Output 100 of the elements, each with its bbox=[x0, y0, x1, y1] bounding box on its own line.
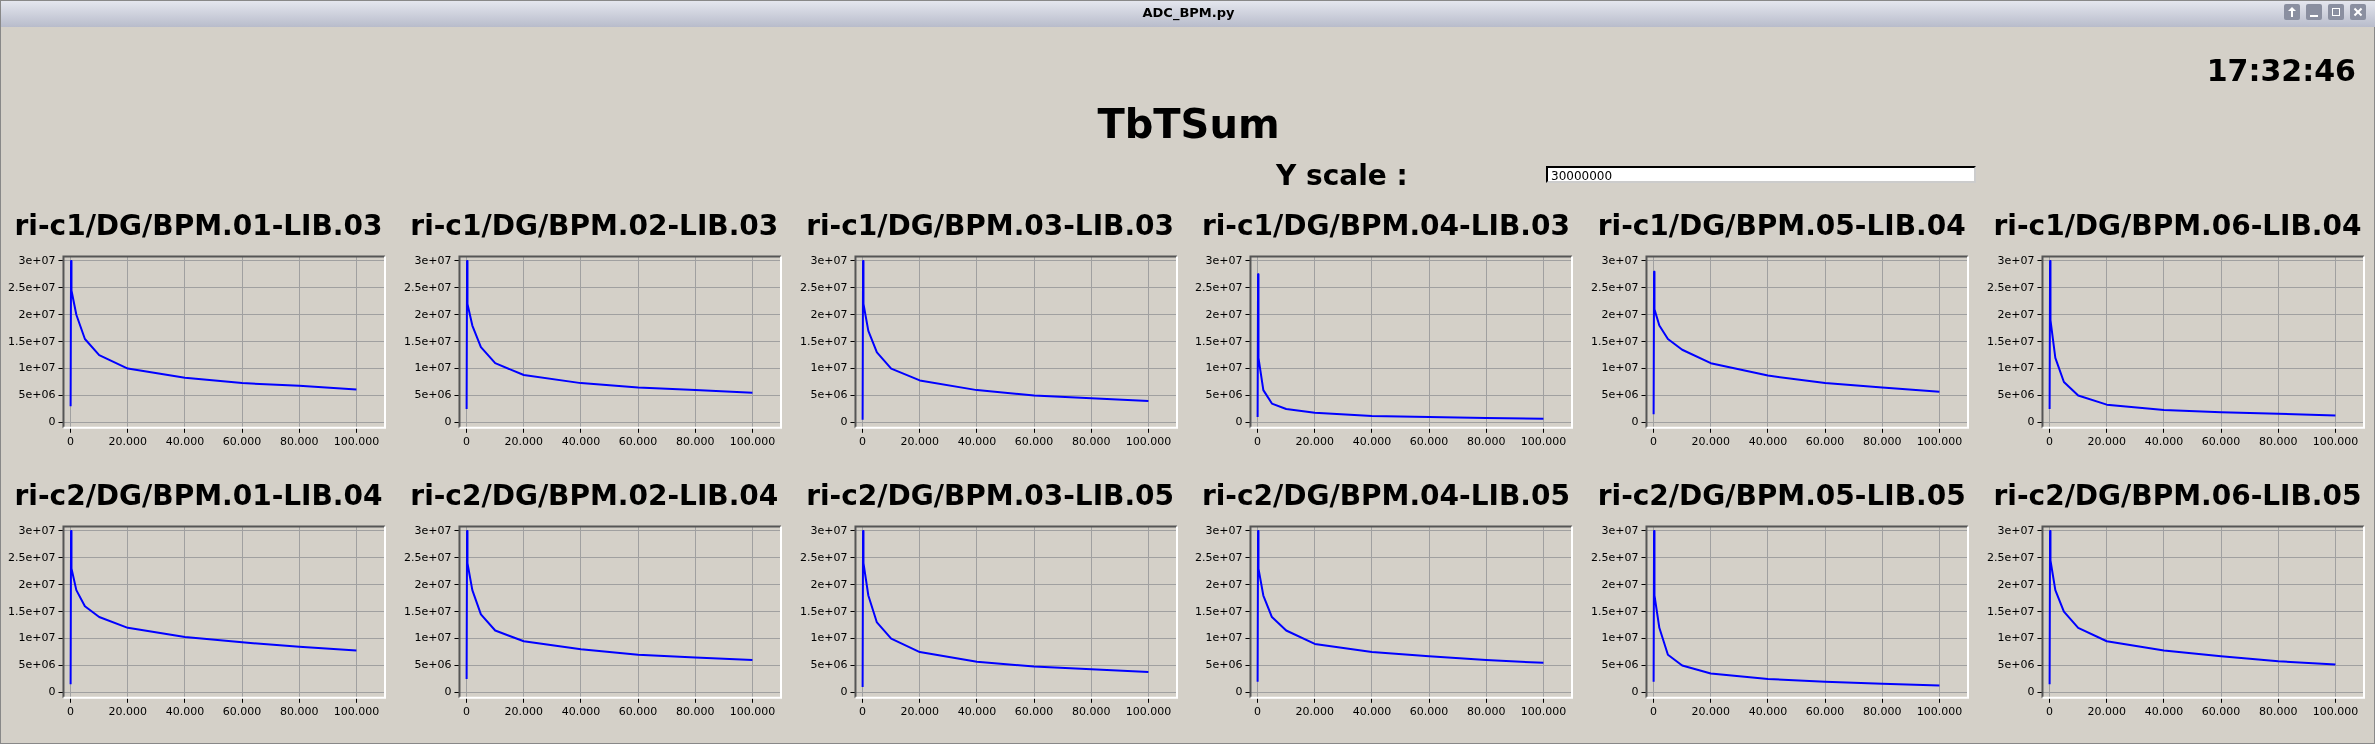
x-tick-label: 100.000 bbox=[1125, 435, 1171, 449]
x-tick-label: 60.000 bbox=[2201, 705, 2241, 719]
y-tick-label: 3e+07 bbox=[1205, 523, 1243, 537]
x-tick-label: 20.000 bbox=[1691, 435, 1731, 449]
y-tick-label: 5e+06 bbox=[18, 658, 56, 672]
y-tick-label: 3e+07 bbox=[414, 253, 452, 267]
y-tick-label: 2.5e+07 bbox=[799, 280, 848, 294]
x-tick-label: 40.000 bbox=[1353, 435, 1392, 449]
x-tick-label: 80.000 bbox=[1467, 705, 1506, 719]
y-tick-label: 3e+07 bbox=[810, 253, 848, 267]
x-tick-label: 60.000 bbox=[2201, 435, 2241, 449]
y-tick-label: 2e+07 bbox=[810, 307, 848, 321]
x-tick-label: 0 bbox=[462, 435, 470, 449]
y-tick-label: 2.5e+07 bbox=[7, 550, 56, 564]
x-tick-label: 100.000 bbox=[2312, 435, 2359, 449]
y-tick-label: 2.5e+07 bbox=[1591, 550, 1639, 564]
x-tick-label: 40.000 bbox=[1748, 705, 1788, 719]
y-tick-label: 1.5e+07 bbox=[403, 604, 452, 618]
x-tick-label: 0 bbox=[1650, 435, 1658, 449]
x-tick-label: 80.000 bbox=[2259, 705, 2298, 719]
chart-title: ri-c2/DG/BPM.02-LIB.04 bbox=[409, 479, 780, 512]
y-tick-label: 1e+07 bbox=[810, 631, 848, 645]
y-tick-label: 1.5e+07 bbox=[1195, 334, 1243, 348]
x-tick-label: 80.000 bbox=[1863, 705, 1902, 719]
text: ADC_BPM.py bbox=[1141, 5, 1236, 20]
x-tick-label: 0 bbox=[2046, 705, 2054, 719]
y-tick-label: 0 bbox=[1235, 685, 1243, 699]
x-tick-label: 40.000 bbox=[165, 435, 205, 449]
y-tick-label: 0 bbox=[48, 415, 56, 429]
y-tick-label: 1e+07 bbox=[414, 361, 452, 375]
x-tick-label: 0 bbox=[1254, 435, 1262, 449]
y-tick-label: 3e+07 bbox=[1997, 523, 2035, 537]
x-tick-label: 40.000 bbox=[957, 435, 996, 449]
y-tick-label: 2e+07 bbox=[414, 577, 452, 591]
y-tick-label: 0 bbox=[840, 415, 848, 429]
y-tick-label: 2.5e+07 bbox=[1195, 280, 1243, 294]
y-tick-label: 1.5e+07 bbox=[7, 334, 56, 348]
x-tick-label: 80.000 bbox=[1467, 435, 1506, 449]
y-tick-label: 2.5e+07 bbox=[7, 280, 56, 294]
y-tick-label: 5e+06 bbox=[1205, 658, 1243, 672]
x-tick-label: 40.000 bbox=[2144, 705, 2184, 719]
x-tick-label: 60.000 bbox=[1806, 435, 1845, 449]
chart-title: ri-c1/DG/BPM.04-LIB.03 bbox=[1200, 209, 1571, 242]
y-tick-label: 3e+07 bbox=[1997, 253, 2035, 267]
y-tick-label: 1e+07 bbox=[18, 631, 56, 645]
y-tick-label: 1.5e+07 bbox=[799, 604, 848, 618]
y-tick-label: 2e+07 bbox=[414, 307, 452, 321]
y-tick-label: 5e+06 bbox=[414, 658, 452, 672]
x-tick-label: 80.000 bbox=[2259, 435, 2298, 449]
y-tick-label: 1.5e+07 bbox=[1195, 604, 1243, 618]
chart-title: ri-c2/DG/BPM.05-LIB.05 bbox=[1596, 479, 1967, 512]
y-tick-label: 3e+07 bbox=[1601, 523, 1639, 537]
x-tick-label: 40.000 bbox=[561, 705, 600, 719]
text: 17:32:46 bbox=[2206, 53, 2356, 88]
y-tick-label: 2e+07 bbox=[18, 577, 56, 591]
x-tick-label: 40.000 bbox=[2144, 435, 2184, 449]
x-tick-label: 20.000 bbox=[108, 705, 148, 719]
x-tick-label: 20.000 bbox=[900, 435, 939, 449]
x-tick-label: 20.000 bbox=[1295, 705, 1335, 719]
y-tick-label: 5e+06 bbox=[18, 388, 56, 402]
x-tick-label: 0 bbox=[462, 705, 470, 719]
y-tick-label: 0 bbox=[444, 415, 452, 429]
y-tick-label: 0 bbox=[1631, 685, 1639, 699]
x-tick-label: 60.000 bbox=[222, 705, 262, 719]
y-tick-label: 0 bbox=[1235, 415, 1243, 429]
x-tick-label: 20.000 bbox=[1691, 705, 1731, 719]
x-tick-label: 80.000 bbox=[1071, 435, 1111, 449]
text: 30000000 bbox=[1546, 166, 1976, 183]
y-tick-label: 1.5e+07 bbox=[799, 334, 848, 348]
y-tick-label: 0 bbox=[48, 685, 56, 699]
x-tick-label: 100.000 bbox=[1521, 705, 1567, 719]
y-tick-label: 0 bbox=[840, 685, 848, 699]
x-tick-label: 60.000 bbox=[1014, 705, 1053, 719]
x-tick-label: 60.000 bbox=[222, 435, 262, 449]
x-tick-label: 60.000 bbox=[1014, 435, 1053, 449]
text: TbTSum bbox=[1096, 101, 1281, 147]
x-tick-label: 100.000 bbox=[333, 435, 380, 449]
x-tick-label: 80.000 bbox=[1863, 435, 1902, 449]
x-tick-label: 60.000 bbox=[618, 705, 658, 719]
y-tick-label: 3e+07 bbox=[18, 253, 56, 267]
y-tick-label: 2.5e+07 bbox=[1591, 280, 1639, 294]
y-tick-label: 3e+07 bbox=[18, 523, 56, 537]
x-tick-label: 0 bbox=[1254, 705, 1262, 719]
y-tick-label: 1.5e+07 bbox=[403, 334, 452, 348]
y-tick-label: 2.5e+07 bbox=[1986, 550, 2035, 564]
x-tick-label: 0 bbox=[2046, 435, 2054, 449]
y-tick-label: 1e+07 bbox=[1601, 631, 1639, 645]
x-tick-label: 100.000 bbox=[1125, 705, 1171, 719]
chart-title: ri-c1/DG/BPM.03-LIB.03 bbox=[805, 209, 1176, 242]
y-tick-label: 1.5e+07 bbox=[1591, 604, 1639, 618]
chart-title: ri-c1/DG/BPM.06-LIB.04 bbox=[1992, 209, 2363, 242]
x-tick-label: 0 bbox=[67, 435, 75, 449]
x-tick-label: 100.000 bbox=[729, 435, 775, 449]
y-tick-label: 3e+07 bbox=[414, 523, 452, 537]
x-tick-label: 0 bbox=[858, 435, 866, 449]
x-tick-label: 40.000 bbox=[561, 435, 600, 449]
y-tick-label: 0 bbox=[1631, 415, 1639, 429]
y-tick-label: 2.5e+07 bbox=[403, 550, 452, 564]
x-tick-label: 20.000 bbox=[2087, 435, 2127, 449]
x-tick-label: 60.000 bbox=[1410, 435, 1449, 449]
